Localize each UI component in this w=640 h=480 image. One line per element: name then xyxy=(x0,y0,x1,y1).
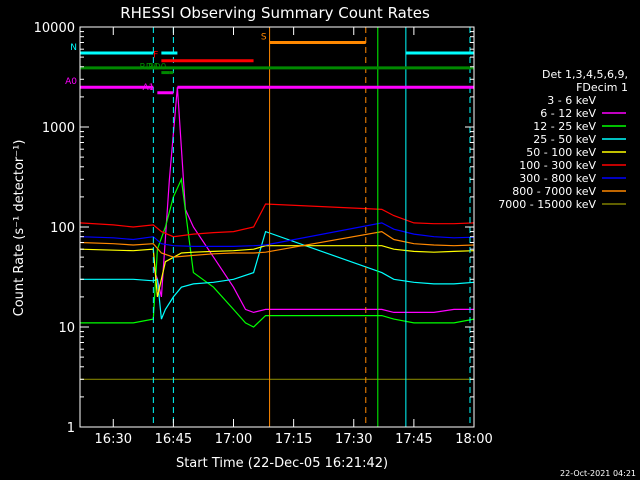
flag-label-5: PD0 xyxy=(148,63,166,73)
series-line-1 xyxy=(152,87,474,314)
legend-label-7: 800 - 7000 keV xyxy=(512,185,596,198)
x-tick-label-1: 16:45 xyxy=(155,432,192,447)
flag-label-6: A0 xyxy=(65,77,77,87)
legend-label-2: 12 - 25 keV xyxy=(533,120,596,133)
legend-label-6: 300 - 800 keV xyxy=(519,172,596,185)
legend-label-8: 7000 - 15000 keV xyxy=(498,198,596,211)
x-tick-label-2: 17:00 xyxy=(215,432,252,447)
legend-label-3: 25 - 50 keV xyxy=(533,133,596,146)
series-line-0 xyxy=(80,86,475,398)
chart-title: RHESSI Observing Summary Count Rates xyxy=(120,4,430,22)
flag-label-2: S xyxy=(261,32,267,42)
series-line-7 xyxy=(79,230,475,258)
x-axis-label: Start Time (22-Dec-05 16:21:42) xyxy=(176,456,388,471)
legend-header-0: Det 1,3,4,5,6,9, xyxy=(542,68,628,81)
series-line-6 xyxy=(79,222,475,247)
series-line-5 xyxy=(79,203,475,238)
legend-label-4: 50 - 100 keV xyxy=(526,146,596,159)
y-tick-label-0: 1 xyxy=(67,421,75,436)
x-tick-label-6: 18:00 xyxy=(455,432,492,447)
legend-header-1: FDecim 1 xyxy=(576,81,628,94)
flag-label-0: N xyxy=(70,43,77,53)
series-layer xyxy=(79,86,475,398)
series-line-3 xyxy=(80,230,475,320)
y-tick-label-1: 10 xyxy=(58,321,75,336)
y-tick-label-4: 10000 xyxy=(34,21,75,36)
y-tick-label-2: 100 xyxy=(50,221,75,236)
legend-label-5: 100 - 300 keV xyxy=(519,159,596,172)
footer-date-stamp: 22-Oct-2021 04:21 xyxy=(560,469,636,478)
flag-label-7: A1 xyxy=(142,83,154,93)
legend-label-0: 3 - 6 keV xyxy=(547,94,596,107)
x-tick-label-0: 16:30 xyxy=(95,432,132,447)
x-tick-label-5: 17:45 xyxy=(395,432,432,447)
y-tick-label-3: 1000 xyxy=(42,121,75,136)
x-tick-label-3: 17:15 xyxy=(275,432,312,447)
x-tick-label-4: 17:30 xyxy=(335,432,372,447)
flag-label-4: RD4 xyxy=(139,63,158,73)
flag-label-1: F xyxy=(153,51,158,61)
legend-label-1: 6 - 12 keV xyxy=(540,107,596,120)
y-axis-label: Count Rate (s⁻¹ detector⁻¹) xyxy=(12,140,27,317)
axes-layer: 16:30 16:45 17:00 17:15 17:30 17:45 18:00 1 10 10… xyxy=(34,21,493,447)
series-line-4 xyxy=(79,245,475,298)
